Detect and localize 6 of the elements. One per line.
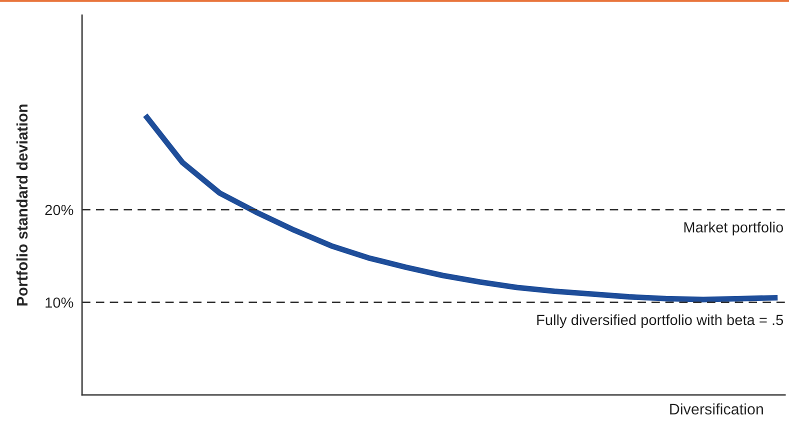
ref-line-label: Market portfolio [684, 222, 784, 236]
y-tick-label: 10% [46, 297, 74, 308]
y-axis-title: Portfolio standard deviation [16, 104, 28, 306]
y-tick-label: 20% [45, 204, 74, 216]
ref-line-label: Fully diversified portfolio with beta = .5 [537, 314, 784, 328]
x-axis-title: Diversification [670, 403, 763, 415]
